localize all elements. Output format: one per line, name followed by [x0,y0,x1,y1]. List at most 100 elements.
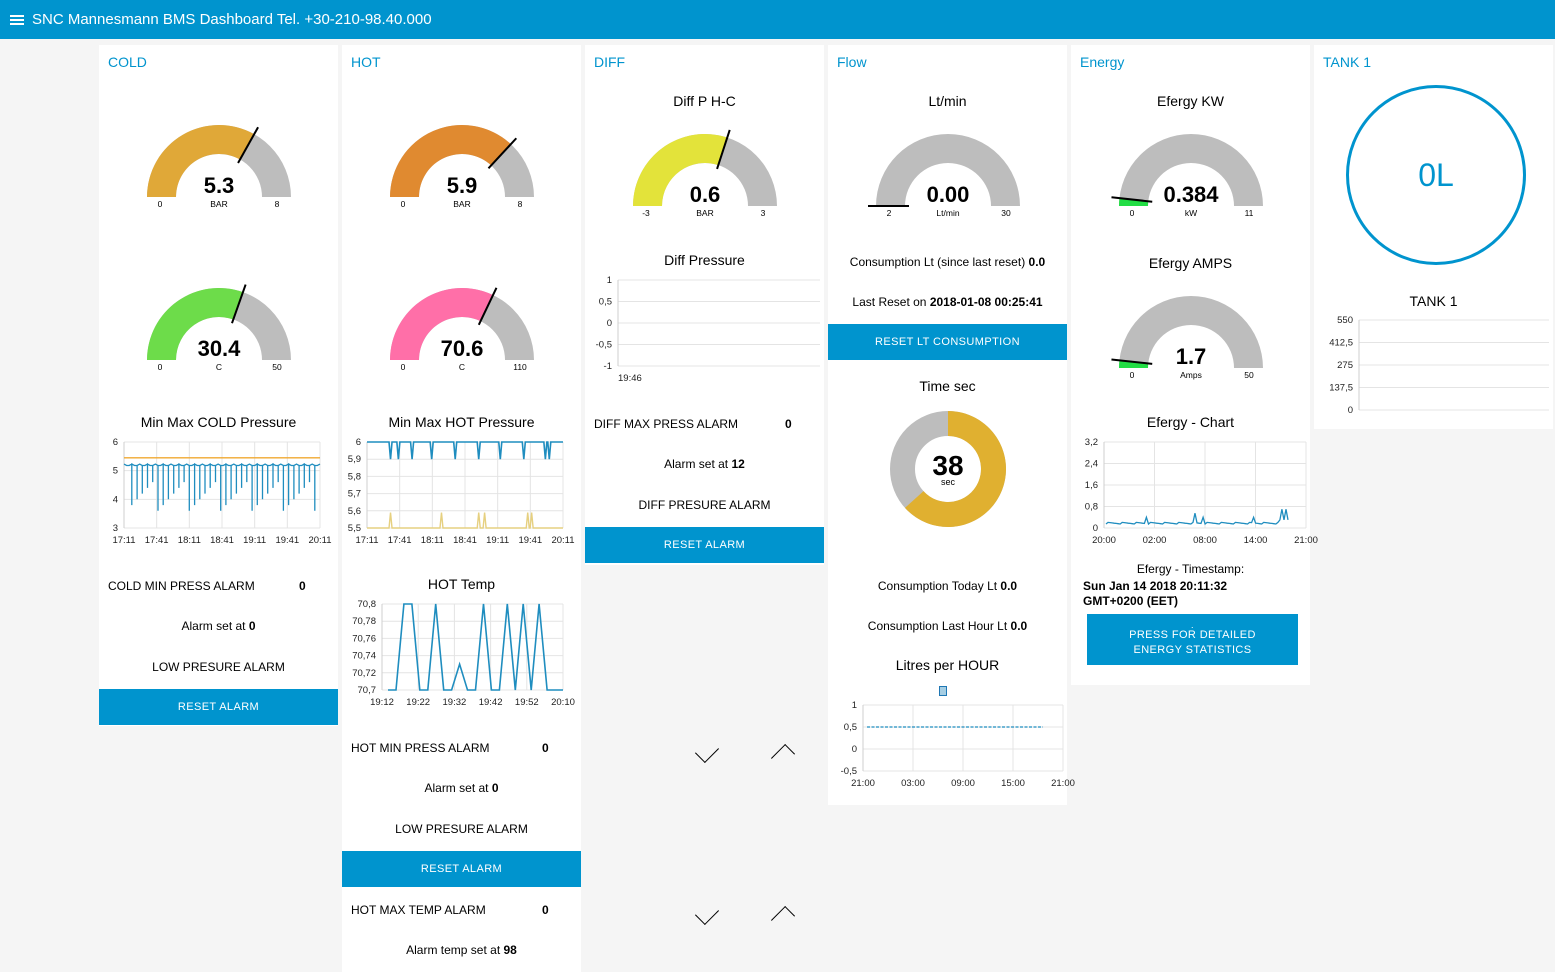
hot-reset-alarm-button[interactable]: RESET ALARM [342,851,581,887]
gauge-value: 0.00 [927,182,970,207]
gauge-value: 30.4 [198,336,242,361]
tank-level-ring: 0L [1346,85,1526,265]
diff-pressure-chart: 1 0,5 0 -0,5 -1 19:46 [585,273,824,433]
gauge-value: 70.6 [441,336,484,361]
gauge-min: 2 [887,208,892,218]
gauge-value: 0.6 [690,182,721,207]
flow-gauge: 0.00 Lt/min 2 30 [868,134,1021,226]
diff-max-press-increment-icon[interactable] [802,414,1039,445]
gauge-max: 50 [1244,370,1254,380]
y-tick-label: 2,4 [1085,459,1098,470]
x-tick-label: 03:00 [901,778,925,789]
y-tick-label: 70,7 [358,685,377,696]
flow-chart-title: Litres per HOUR [895,657,1000,673]
energy-statistics-dot: . [1191,619,1194,630]
y-tick-label: 3 [113,523,118,534]
flow-reset-consumption-button[interactable]: RESET LT CONSUMPTION [828,324,1067,360]
x-tick-label: 18:11 [421,535,444,546]
x-tick-label: 20:11 [551,535,574,546]
diff-max-press-label: DIFF MAX PRESS ALARM [594,417,739,431]
y-tick-label: 1,6 [1085,480,1098,491]
flow-last-hour-label: Consumption Last Hour Lt [867,619,1008,633]
diff-alarm-status: DIFF PRESURE ALARM [638,498,771,512]
y-tick-label: 70,74 [352,651,376,662]
cold-min-press-increment-icon[interactable] [316,576,553,607]
gauge-track [1119,296,1263,368]
y-tick-label: 70,78 [352,616,376,627]
hot-max-temp-increment-icon[interactable] [559,900,796,931]
gauge-max: 110 [513,362,527,372]
gauge-units: BAR [696,208,713,218]
y-tick-label: 70,76 [352,633,376,644]
gauge-units: Lt/min [936,208,959,218]
group-cold: COLD 5.3 BAR 0 8 30.4 C 0 50 Min Max COLD Pres… [99,45,553,726]
flow-timer-donut: 38 sec [890,411,1006,527]
gauge-track [876,134,1020,206]
gauge-needle [487,137,518,170]
energy-amps-label: Efergy AMPS [1148,255,1233,271]
diff-gauge-label: Diff P H-C [673,93,736,109]
series-line-min [367,512,563,529]
cold-alarm-status: LOW PRESURE ALARM [152,660,285,674]
x-tick-label: 19:32 [443,697,467,708]
group-flow: Flow Lt/min 0.00 Lt/min 2 30 Consumption Lt… [828,45,1075,805]
y-tick-label: 0 [607,318,612,329]
diff-max-press-alarm: DIFF MAX PRESS ALARM 0 [585,414,1039,445]
gauge-needle [1111,196,1153,203]
cold-pressure-chart: 6 5 4 3 17:11 17:41 18:11 18:41 19:11 19:41 20:11 [99,435,338,595]
gauge-units: BAR [453,199,470,209]
cold-alarm-set: Alarm set at 0 [99,619,338,633]
gauge-value: 1.7 [1176,344,1207,369]
gauge-units: BAR [210,199,227,209]
cold-min-press-alarm: COLD MIN PRESS ALARM 0 [99,576,553,607]
y-tick-label: 5 [113,466,118,477]
hot-min-press-increment-icon[interactable] [559,738,796,769]
group-title-flow: Flow [837,54,867,70]
energy-timestamp-label: Efergy - Timestamp: [1136,562,1245,576]
x-tick-label: 19:22 [406,697,430,708]
x-tick-label: 08:00 [1193,535,1217,546]
flow-timer-label: Time sec [919,378,976,394]
x-tick-label: 17:11 [112,535,135,546]
energy-kw-gauge: 0.384 kW 0 11 [1111,134,1264,226]
gauge-value: 5.3 [204,173,235,198]
y-tick-label: 412,5 [1329,338,1353,349]
x-tick-label: 17:41 [388,535,412,546]
gauge-needle [716,129,731,170]
series-line-min [123,463,321,511]
hot-max-temp-value: 0 [542,903,549,917]
cold-min-press-decrement-icon[interactable] [278,576,477,602]
gauge-max: 3 [761,208,766,218]
cold-reset-alarm-button[interactable]: RESET ALARM [99,689,338,725]
flow-gauge-label: Lt/min [928,93,967,109]
hot-max-temp-decrement-icon[interactable] [521,900,720,926]
y-tick-label: 0,5 [599,297,612,308]
gauge-fill [390,288,494,360]
energy-chart-title: Efergy - Chart [1146,414,1235,430]
y-tick-label: 5,8 [348,471,361,482]
hot-temp-set-label: Alarm temp set at [406,943,501,957]
hot-min-press-decrement-icon[interactable] [521,738,720,764]
diff-reset-alarm-button[interactable]: RESET ALARM [585,527,824,563]
energy-efergy-chart: 3,2 2,4 1,6 0,8 0 20:00 02:00 08:00 14:00 21:00 [1071,435,1318,595]
y-tick-label: 4 [113,494,118,505]
flow-consumption-value: 0.0 [1028,255,1046,269]
gauge-fill [633,133,728,206]
group-tank: TANK 1 0L TANK 1 550 412,5 275 137,5 0 [1314,45,1553,429]
cold-temp-gauge: 30.4 C 0 50 [146,284,292,380]
x-tick-label: 19:52 [515,697,539,708]
diff-chart-title: Diff Pressure [664,252,745,268]
energy-statistics-button[interactable]: . PRESS FOR DETAILED ENERGY STATISTICS [1087,614,1298,665]
diff-alarm-set-label: Alarm set at [664,457,729,471]
gauge-value: 0.384 [1163,182,1219,207]
flow-last-reset: Last Reset on 2018-01-08 00:25:41 [828,295,1067,309]
gauge-fill [1119,198,1149,206]
hamburger-menu-icon[interactable] [10,14,24,25]
diff-alarm-set-value: 12 [731,457,745,471]
gauge-max: 11 [1245,208,1254,218]
flow-chart-legend-swatch[interactable] [939,686,947,696]
diff-max-press-decrement-icon[interactable] [764,414,963,440]
tank-chart-title: TANK 1 [1409,293,1458,309]
gauge-min: 0 [401,199,406,209]
gauge-max: 30 [1001,208,1011,218]
